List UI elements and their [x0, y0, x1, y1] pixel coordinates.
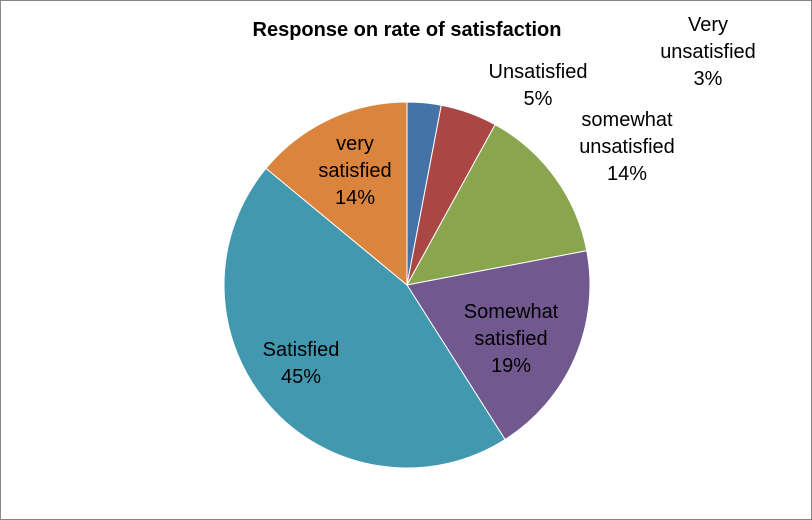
- data-label-text: very: [336, 133, 374, 155]
- data-label-percent: 45%: [280, 366, 322, 388]
- data-label-text: somewhat: [581, 109, 673, 131]
- data-label-percent: 3%: [693, 68, 723, 90]
- pie-slice-satisfied: [223, 167, 506, 469]
- data-label-percent: 5%: [523, 88, 553, 110]
- data-label-text: satisfied: [318, 160, 392, 182]
- data-label-text: unsatisfied: [660, 41, 756, 63]
- chart-title-text: Response on rate of satisfaction: [252, 19, 562, 41]
- data-label-text: satisfied: [474, 328, 548, 350]
- data-label-very-satisfied: very satisfied 14%: [318, 131, 391, 212]
- data-label-text: unsatisfied: [579, 136, 675, 158]
- pie-slice-very-satisfied: [265, 101, 408, 287]
- chart-title: Response on rate of satisfaction: [1, 19, 811, 42]
- data-label-somewhat-satisfied: Somewhat satisfied 19%: [464, 299, 559, 380]
- data-label-text: Unsatisfied: [488, 61, 588, 83]
- data-label-satisfied: Satisfied 45%: [263, 337, 340, 391]
- data-label-text: Satisfied: [262, 339, 340, 361]
- data-label-percent: 14%: [334, 187, 376, 209]
- data-label-very-unsatisfied: Very unsatisfied 3%: [660, 12, 756, 93]
- pie-slice-somewhat-unsatisfied: [406, 123, 588, 286]
- data-label-percent: 19%: [490, 355, 532, 377]
- data-label-text: Somewhat: [463, 301, 559, 323]
- data-label-percent: 14%: [606, 163, 648, 185]
- pie-slice-somewhat-satisfied: [406, 250, 591, 441]
- data-label-text: Very: [687, 14, 729, 36]
- data-label-somewhat-unsatisfied: somewhat unsatisfied 14%: [579, 107, 675, 188]
- data-label-unsatisfied: Unsatisfied 5%: [489, 59, 588, 113]
